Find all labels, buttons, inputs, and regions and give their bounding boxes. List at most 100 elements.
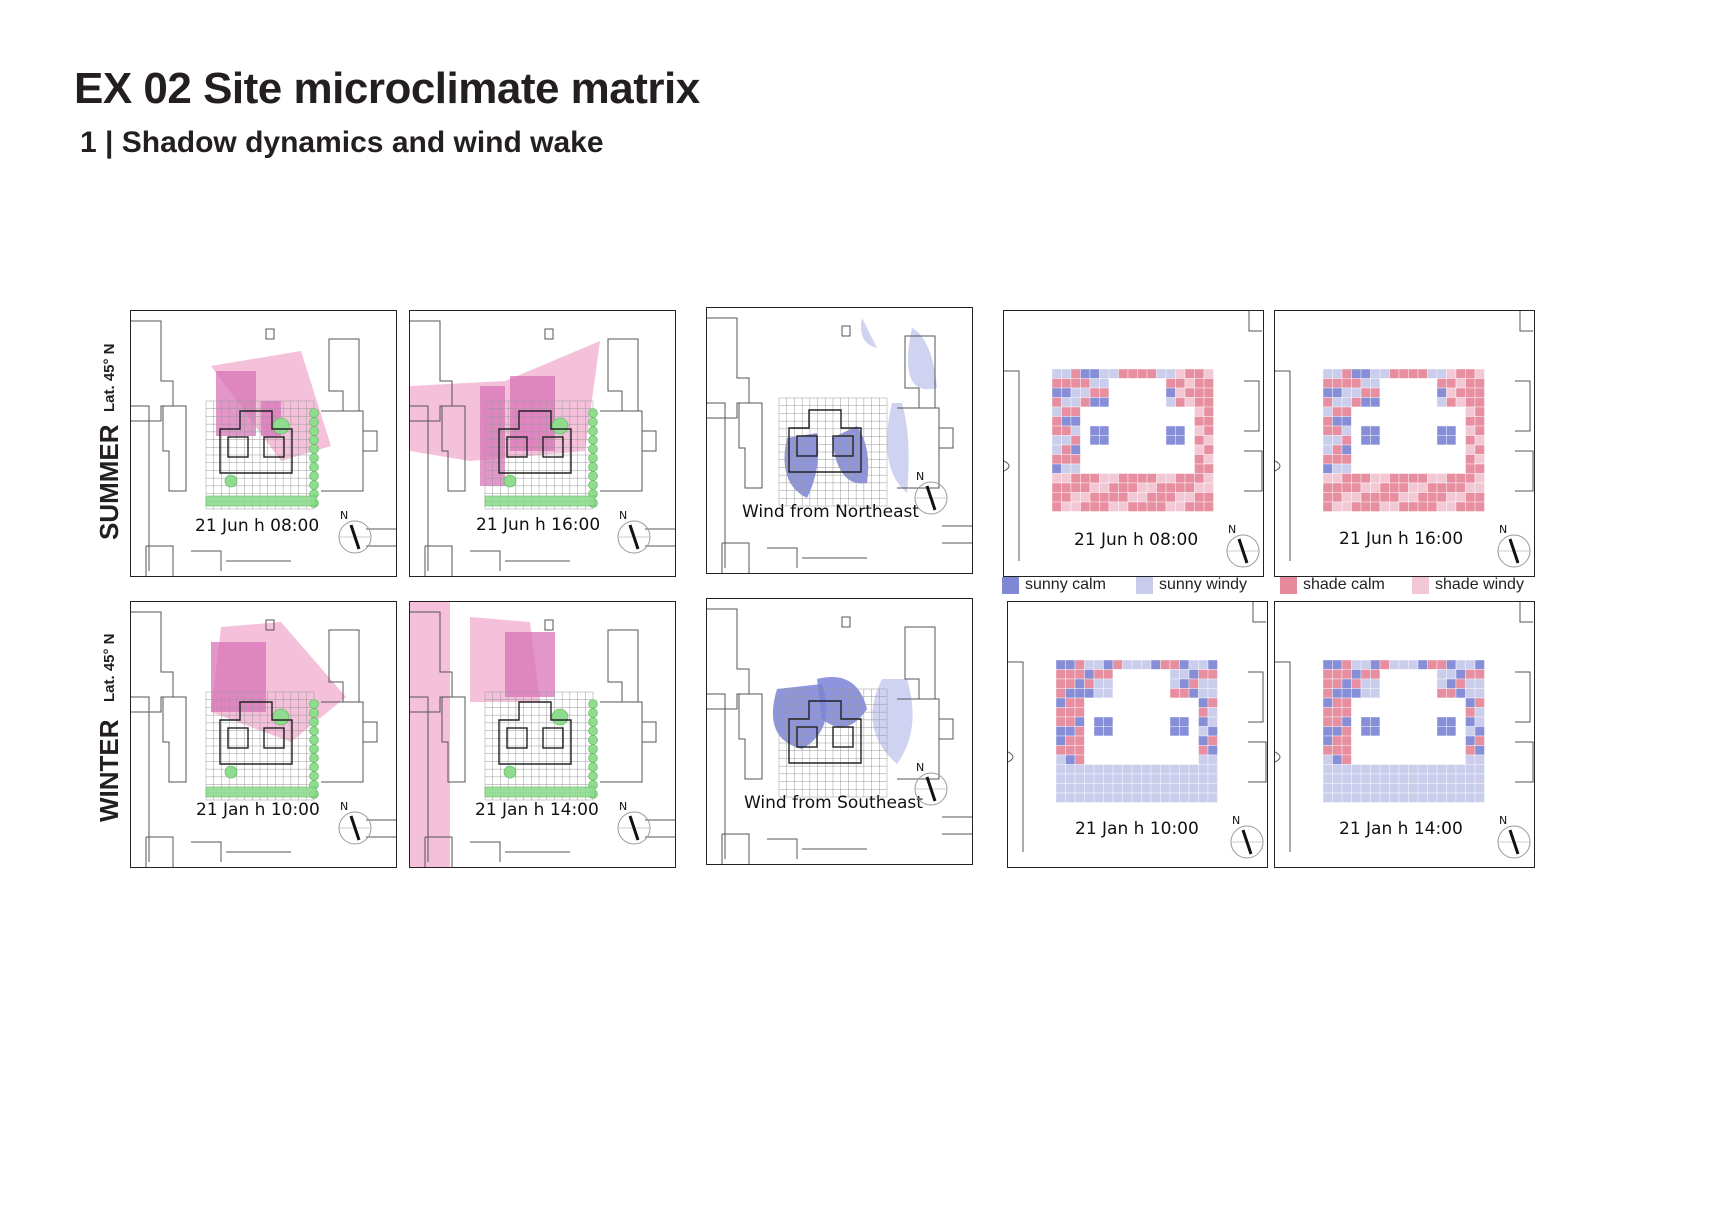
climate-matrix <box>1322 368 1485 512</box>
climate-matrix <box>1322 659 1485 803</box>
neighbour-buildings <box>131 611 396 867</box>
north-arrow-icon: N <box>1497 814 1531 859</box>
project-building <box>219 410 293 474</box>
north-label: N <box>619 800 627 813</box>
legend: sunny calm sunny windy shade calm shade … <box>1002 576 1532 598</box>
north-arrow-icon: N <box>1230 814 1264 859</box>
north-arrow-icon: N <box>617 509 651 554</box>
north-arrow-icon: N <box>338 800 372 845</box>
panel-caption: 21 Jan h 14:00 <box>1339 819 1463 839</box>
site-plan <box>1275 311 1534 561</box>
neighbour-buildings <box>707 317 972 573</box>
panel-caption: 21 Jun h 08:00 <box>1074 530 1199 550</box>
site-plan <box>131 611 396 867</box>
latitude-label-summer: Lat. 45° N <box>101 343 118 412</box>
project-building <box>498 410 572 474</box>
wind-wake <box>887 403 909 493</box>
north-label: N <box>1499 814 1507 827</box>
vegetation <box>205 699 319 799</box>
project-building <box>498 701 572 765</box>
neighbour-buildings <box>410 611 675 867</box>
climate-matrix <box>1051 368 1214 512</box>
north-label: N <box>340 509 348 522</box>
shadow-panel-winter-afternoon: 21 Jan h 14:00 N <box>409 601 676 868</box>
shadow-core <box>216 371 281 436</box>
shadow-core <box>505 632 555 697</box>
panel-caption: Wind from Northeast <box>742 502 920 522</box>
shadow-panel-summer-afternoon: 21 Jun h 16:00 N <box>409 310 676 577</box>
neighbour-buildings <box>1275 311 1534 561</box>
wind-wake <box>907 328 937 390</box>
row-label-winter: WINTER <box>94 719 124 822</box>
site-plan <box>1004 311 1263 561</box>
legend-swatch <box>1136 576 1153 594</box>
matrix-panel-summer-afternoon: 21 Jun h 16:00 N <box>1274 310 1535 577</box>
north-label: N <box>1499 523 1507 536</box>
latitude-label-winter: Lat. 45° N <box>101 633 118 702</box>
neighbour-buildings <box>707 608 972 864</box>
wind-wake <box>772 684 827 749</box>
north-arrow-icon: N <box>617 800 651 845</box>
climate-matrix <box>1055 659 1218 803</box>
legend-item-shade-calm: shade calm <box>1280 576 1385 594</box>
legend-label: sunny windy <box>1159 576 1248 593</box>
neighbour-buildings <box>410 320 675 576</box>
panel-caption: 21 Jun h 08:00 <box>195 516 320 536</box>
legend-label: shade calm <box>1303 576 1385 593</box>
wind-wake <box>861 318 877 348</box>
legend-item-shade-windy: shade windy <box>1412 576 1524 594</box>
analysis-grid <box>778 688 888 798</box>
legend-swatch <box>1280 576 1297 594</box>
panel-caption: Wind from Southeast <box>744 793 923 813</box>
site-plan <box>131 320 396 576</box>
analysis-grid <box>205 691 315 801</box>
north-label: N <box>1228 523 1236 536</box>
legend-swatch <box>1002 576 1019 594</box>
north-arrow-icon: N <box>914 761 948 806</box>
north-label: N <box>340 800 348 813</box>
matrix-panel-winter-afternoon: 21 Jan h 14:00 N <box>1274 601 1535 868</box>
analysis-grid <box>205 400 315 510</box>
site-plan <box>1008 602 1267 852</box>
neighbour-buildings <box>1004 311 1263 561</box>
neighbour-buildings <box>1275 602 1534 852</box>
north-arrow-icon: N <box>1226 523 1260 568</box>
wind-panel-winter: Wind from Southeast N <box>706 598 973 865</box>
panel-caption: 21 Jan h 10:00 <box>196 800 320 820</box>
panel-caption: 21 Jun h 16:00 <box>1339 529 1464 549</box>
wind-wake <box>872 679 913 764</box>
wind-panel-summer: Wind from Northeast N <box>706 307 973 574</box>
matrix-panel-summer-morning: 21 Jun h 08:00 N <box>1003 310 1264 577</box>
site-plan <box>707 608 972 864</box>
site-plan <box>410 602 675 867</box>
project-building <box>788 409 862 473</box>
row-label-summer: SUMMER <box>94 424 124 540</box>
neighbour-buildings <box>131 320 396 576</box>
legend-label: sunny calm <box>1025 576 1106 593</box>
legend-label: shade windy <box>1435 576 1524 593</box>
analysis-grid <box>484 691 594 801</box>
north-label: N <box>619 509 627 522</box>
site-plan <box>707 317 972 573</box>
north-label: N <box>916 470 924 483</box>
neighbour-buildings <box>1008 602 1267 852</box>
panel-caption: 21 Jan h 10:00 <box>1075 819 1199 839</box>
north-label: N <box>916 761 924 774</box>
shadow-panel-summer-morning: 21 Jun h 08:00 N <box>130 310 397 577</box>
project-building <box>219 701 293 765</box>
vegetation <box>484 699 598 799</box>
vegetation <box>205 408 319 508</box>
shadow-panel-winter-morning: 21 Jan h 10:00 N <box>130 601 397 868</box>
panel-caption: 21 Jun h 16:00 <box>476 515 601 535</box>
shadow-core <box>480 376 555 486</box>
page-title: EX 02 Site microclimate matrix <box>74 64 700 113</box>
north-arrow-icon: N <box>914 470 948 515</box>
wind-wake <box>832 426 869 484</box>
page-subtitle: 1 | Shadow dynamics and wind wake <box>80 126 604 159</box>
project-building <box>788 700 862 764</box>
legend-swatch <box>1412 576 1429 594</box>
legend-item-sunny-windy: sunny windy <box>1136 576 1247 594</box>
north-arrow-icon: N <box>1497 523 1531 568</box>
legend-item-sunny-calm: sunny calm <box>1002 576 1106 594</box>
north-arrow-icon: N <box>338 509 372 554</box>
